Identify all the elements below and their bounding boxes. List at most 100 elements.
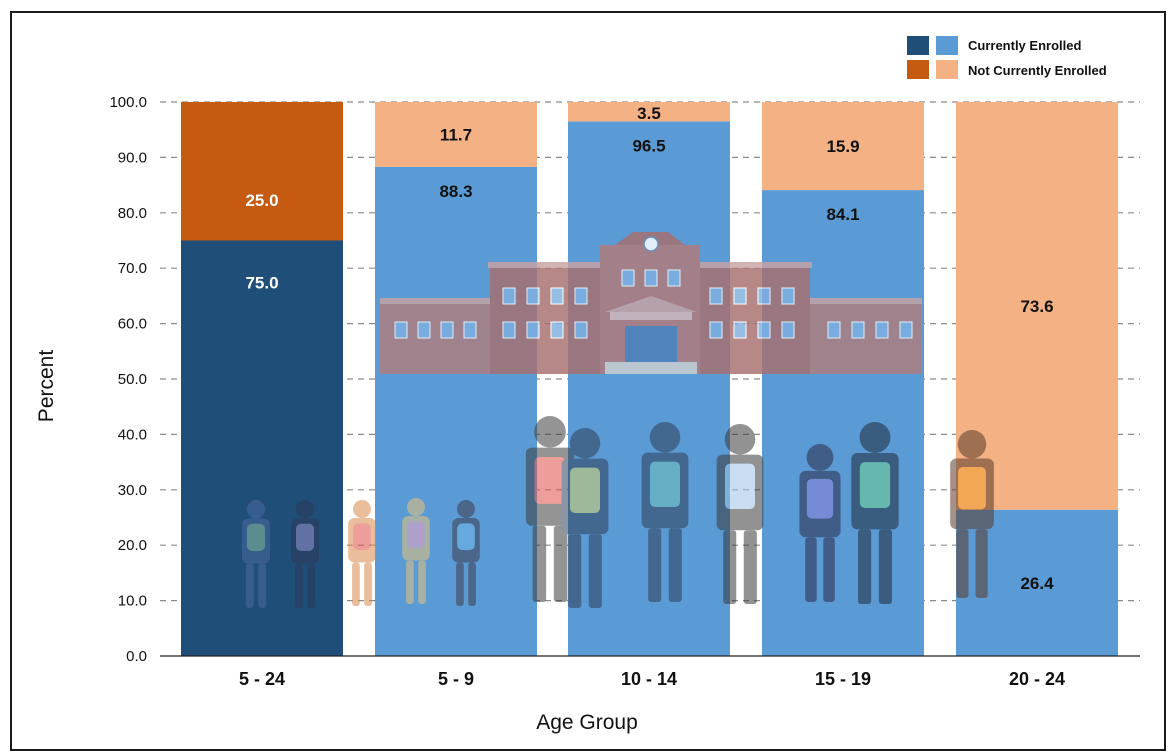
student-leg xyxy=(468,562,476,606)
y-tick-label: 10.0 xyxy=(118,593,147,610)
school-window xyxy=(644,269,658,287)
backpack-icon xyxy=(570,467,600,514)
legend-label-not-enrolled: Not Currently Enrolled xyxy=(968,63,1107,78)
backpack-icon xyxy=(725,463,755,510)
school-window xyxy=(502,321,516,339)
backpack-icon xyxy=(353,523,371,551)
school-window xyxy=(709,287,723,305)
school-window xyxy=(550,287,564,305)
backpack-icon xyxy=(806,478,834,519)
student-leg xyxy=(418,560,426,604)
backpack-icon xyxy=(296,523,314,552)
school-window xyxy=(621,269,635,287)
student-leg xyxy=(648,528,662,602)
school-window xyxy=(875,321,889,339)
bar-currently-enrolled xyxy=(375,166,537,656)
student-leg xyxy=(878,529,893,604)
backpack-icon xyxy=(457,523,475,551)
student-leg xyxy=(352,562,360,606)
student-head xyxy=(724,424,756,455)
backpack-icon xyxy=(650,461,680,508)
students-illustration xyxy=(241,416,994,608)
student-head xyxy=(569,428,601,459)
x-axis-label: Age Group xyxy=(536,711,638,734)
school-window xyxy=(733,287,747,305)
school-window xyxy=(574,287,588,305)
student-leg xyxy=(723,530,737,604)
student-leg xyxy=(568,534,582,608)
y-tick-label: 80.0 xyxy=(118,205,147,222)
school-window xyxy=(757,287,771,305)
bar-not-currently-enrolled xyxy=(762,102,924,191)
school-window xyxy=(394,321,408,339)
school-window xyxy=(709,321,723,339)
y-tick-label: 70.0 xyxy=(118,260,147,277)
data-label-not-enrolled: 25.0 xyxy=(245,191,278,210)
data-labels: 75.0 25.0 88.3 11.7 96.5 3.5 84.1 15.9 26.4 73.6 xyxy=(245,104,1054,593)
school-right-wing-roof xyxy=(762,298,922,304)
bar-not-currently-enrolled xyxy=(375,102,537,167)
backpack-icon xyxy=(958,467,986,510)
bars xyxy=(181,102,1118,656)
student-leg xyxy=(588,534,602,608)
student-leg xyxy=(975,529,988,598)
school-window xyxy=(526,321,540,339)
school-window xyxy=(851,321,865,339)
school-window xyxy=(757,321,771,339)
backpack-icon xyxy=(534,456,566,504)
bar-not-currently-enrolled xyxy=(568,102,730,122)
student-leg xyxy=(668,528,682,602)
school-window xyxy=(899,321,913,339)
data-label-not-enrolled: 15.9 xyxy=(826,137,859,156)
y-tick-label: 40.0 xyxy=(118,426,147,443)
student-head xyxy=(534,416,566,448)
clock-icon xyxy=(643,236,659,252)
student-head xyxy=(806,444,834,471)
x-tick-label: 10 - 14 xyxy=(621,669,677,689)
legend-label-enrolled: Currently Enrolled xyxy=(968,38,1081,53)
student-head xyxy=(456,500,476,519)
x-tick-label: 15 - 19 xyxy=(815,669,871,689)
backpack-icon xyxy=(859,462,891,508)
school-window xyxy=(417,321,431,339)
data-label-not-enrolled: 3.5 xyxy=(637,104,661,123)
y-tick-label: 50.0 xyxy=(118,371,147,388)
school-window xyxy=(574,321,588,339)
data-label-enrolled: 88.3 xyxy=(439,182,472,201)
student-leg xyxy=(294,563,303,608)
student-leg xyxy=(805,537,817,602)
legend-swatch-not-enrolled-light xyxy=(936,60,958,79)
school-pediment xyxy=(605,296,697,312)
student-head xyxy=(246,500,266,519)
school-window xyxy=(781,287,795,305)
student-leg xyxy=(364,562,372,606)
backpack-icon xyxy=(407,521,425,549)
student-leg xyxy=(307,563,316,608)
student-leg xyxy=(823,537,835,602)
school-window xyxy=(526,287,540,305)
school-window xyxy=(781,321,795,339)
bar-not-currently-enrolled xyxy=(181,102,343,241)
student-leg xyxy=(553,525,568,602)
legend-swatch-enrolled-light xyxy=(936,36,958,55)
school-window xyxy=(550,321,564,339)
x-tick-label: 5 - 9 xyxy=(438,669,474,689)
student-leg xyxy=(456,562,464,606)
legend-swatch-not-enrolled-dark xyxy=(907,60,929,79)
student-head xyxy=(295,500,315,519)
student-leg xyxy=(258,563,267,608)
school-left-wing-roof xyxy=(380,298,542,304)
legend: Currently Enrolled Not Currently Enrolle… xyxy=(907,36,1107,79)
student-head xyxy=(957,430,987,459)
school-window xyxy=(827,321,841,339)
data-label-enrolled: 96.5 xyxy=(632,136,665,155)
y-tick-label: 60.0 xyxy=(118,316,147,333)
student-head xyxy=(649,422,681,453)
student-leg xyxy=(956,529,969,598)
data-label-enrolled: 84.1 xyxy=(826,205,859,224)
school-window xyxy=(440,321,454,339)
school-sign xyxy=(610,312,692,320)
school-steps xyxy=(605,362,697,374)
data-label-enrolled: 26.4 xyxy=(1020,574,1054,593)
school-window xyxy=(463,321,477,339)
